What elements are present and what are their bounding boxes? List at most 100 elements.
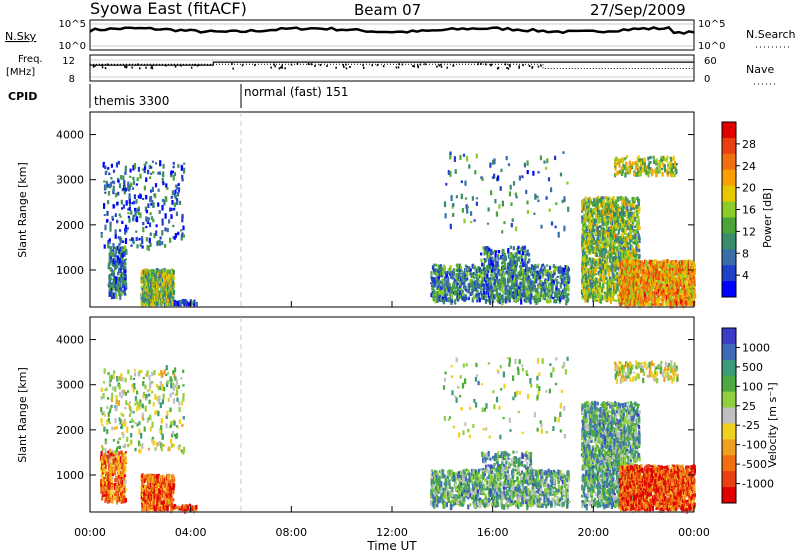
range-cell [624,219,627,226]
range-cell [594,286,597,291]
range-cell [606,291,609,297]
range-cell [521,258,524,262]
range-cell [631,161,635,165]
range-cell [143,185,146,191]
range-cell [527,280,530,284]
range-cell [638,269,642,274]
range-cell [675,300,678,306]
range-cell [634,216,637,220]
range-cell [129,168,132,173]
range-cell [165,287,168,292]
range-cell [599,218,602,223]
range-cell [489,283,492,287]
range-cell [682,302,685,309]
range-cell [661,290,664,296]
range-cell [140,236,144,239]
range-cell [604,242,607,246]
range-cell [583,213,586,219]
range-cell [136,207,139,213]
frequency-point [497,66,500,69]
freq-label-1: Freq. [18,54,43,65]
range-cell [684,270,687,276]
range-cell [584,234,588,238]
range-cell [100,466,103,472]
range-cell [112,258,115,264]
range-cell [610,228,613,235]
range-cell [645,260,648,267]
range-cell [117,245,120,250]
range-cell [691,269,694,273]
range-cell [128,195,131,200]
range-cell [611,207,614,212]
range-cell [478,283,481,289]
range-cell [605,276,608,281]
range-cell [642,300,645,304]
range-cell [123,251,126,257]
range-cell [142,269,146,275]
range-cell [633,200,636,204]
range-cell [667,270,670,275]
range-cell [115,162,119,168]
range-cell [463,296,466,302]
range-cell [652,291,655,296]
range-cell [120,277,124,283]
range-cell [658,265,661,269]
range-cell [112,204,115,209]
range-cell [105,495,108,501]
range-cell [131,187,135,190]
range-cell [471,282,474,288]
range-cell [592,285,595,289]
range-cell [168,293,171,299]
range-cell [108,480,111,485]
range-cell [108,499,111,503]
range-cell [137,166,140,172]
range-cell [524,298,527,303]
range-cell [665,293,669,300]
range-cell [144,206,147,212]
range-cell [534,263,537,267]
colorbar-tick-label: 24 [742,160,756,173]
range-cell [600,295,603,299]
range-cell [668,167,671,170]
range-cell [661,280,664,283]
range-cell [168,273,171,278]
range-cell [627,256,630,262]
range-cell [495,211,498,217]
range-cell [434,297,437,304]
range-cell [631,220,634,223]
range-cell [617,229,620,235]
range-cell [631,164,634,170]
range-cell [684,298,687,305]
range-cell [590,201,594,204]
range-cell [605,293,608,299]
range-cell [451,295,454,300]
range-cell [481,278,484,285]
range-cell [436,273,439,277]
range-cell [112,185,115,192]
range-cell [168,207,172,212]
range-cell [628,168,631,174]
nsky-label: N.Sky [5,30,37,43]
range-cell [170,291,173,298]
range-cell [555,278,558,283]
range-cell [566,181,569,185]
range-cell [606,240,609,247]
range-cell [560,296,563,300]
range-cell [544,269,547,275]
range-cell [140,272,143,278]
range-cell [535,295,539,302]
range-cell [584,261,588,267]
range-cell [624,214,627,217]
range-cell [493,158,496,165]
range-cell [464,267,467,274]
range-cell [132,164,135,171]
range-cell [453,272,456,276]
cpid-item-1: themis 3300 [94,94,169,108]
range-cell [498,250,501,254]
frequency-point [290,63,293,66]
range-cell [626,292,629,297]
range-cell [513,260,516,264]
range-cell [538,291,541,298]
range-cell [635,292,638,298]
range-cell [172,280,175,286]
